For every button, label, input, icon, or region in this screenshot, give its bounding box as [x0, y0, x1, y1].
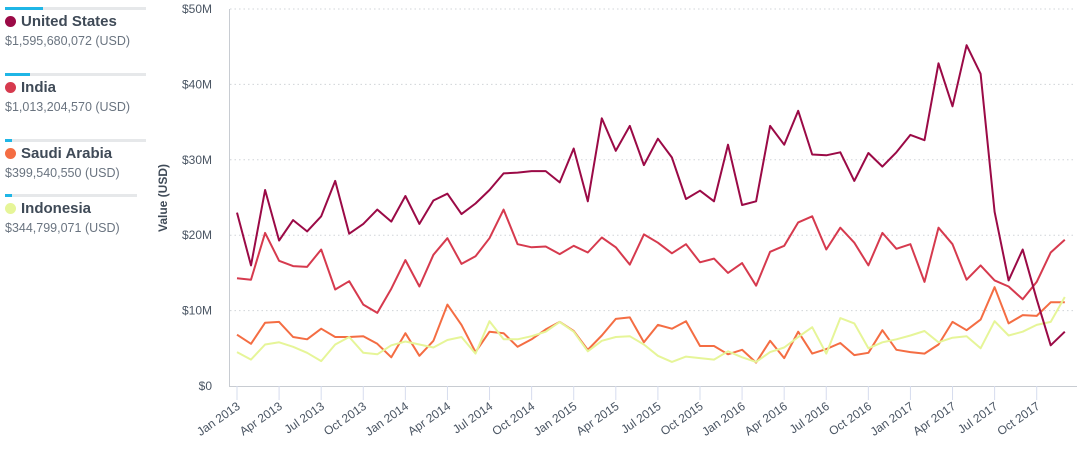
x-tick-label: Apr 2017 — [910, 399, 958, 439]
legend-item-india[interactable]: India $1,013,204,570 (USD) — [5, 73, 146, 114]
x-tick-label: Oct 2017 — [995, 399, 1043, 439]
x-tick-label: Jul 2016 — [787, 399, 832, 437]
x-tick-label: Jan 2016 — [699, 399, 748, 439]
x-tick-label: Jul 2013 — [282, 399, 327, 437]
x-tick-label: Jan 2013 — [194, 399, 243, 439]
series-dot-icon — [5, 82, 16, 93]
legend-total: $344,799,071 (USD) — [5, 221, 120, 235]
x-tick-label: Apr 2014 — [405, 399, 453, 439]
legend-total: $1,013,204,570 (USD) — [5, 100, 131, 114]
y-tick-label: $20M — [182, 228, 212, 242]
x-tick-label: Apr 2016 — [742, 399, 790, 439]
legend-item-united-states[interactable]: United States $1,595,680,072 (USD) — [5, 7, 146, 48]
series-dot-icon — [5, 148, 16, 159]
series-dot-icon — [5, 16, 16, 27]
share-bar — [5, 7, 146, 10]
share-bar — [5, 73, 146, 76]
x-tick-label: Jan 2017 — [868, 399, 917, 439]
x-tick-label: Jul 2014 — [450, 399, 495, 437]
legend-label: United States — [21, 13, 117, 30]
legend-label: India — [21, 79, 57, 96]
y-axis-title: Value (USD) — [156, 164, 170, 232]
x-tick-label: Oct 2016 — [826, 399, 874, 439]
y-tick-label: $50M — [182, 2, 212, 16]
x-tick-label: Apr 2013 — [237, 399, 285, 439]
series-line-indonesia[interactable] — [236, 296, 1066, 363]
y-tick-label: $0 — [199, 379, 213, 393]
x-tick-label: Oct 2013 — [321, 399, 369, 439]
legend-item-saudi-arabia[interactable]: Saudi Arabia $399,540,550 (USD) — [5, 139, 146, 180]
x-tick-label: Oct 2015 — [658, 399, 706, 439]
x-tick-label: Jul 2015 — [618, 399, 663, 437]
legend-label: Indonesia — [21, 200, 92, 217]
series-dot-icon — [5, 203, 16, 214]
legend-total: $1,595,680,072 (USD) — [5, 34, 131, 48]
y-tick-label: $10M — [182, 304, 212, 318]
series-line-india[interactable] — [236, 208, 1066, 314]
x-tick-label: Oct 2014 — [489, 399, 537, 439]
legend-total: $399,540,550 (USD) — [5, 166, 120, 180]
x-tick-label: Apr 2015 — [574, 399, 622, 439]
share-bar — [5, 194, 137, 197]
y-tick-label: $30M — [182, 153, 212, 167]
series-line-united-states[interactable] — [236, 44, 1066, 347]
share-bar — [5, 139, 146, 142]
y-tick-label: $40M — [182, 77, 212, 91]
legend-item-indonesia[interactable]: Indonesia $344,799,071 (USD) — [5, 194, 137, 235]
legend-label: Saudi Arabia — [21, 145, 113, 162]
x-tick-label: Jan 2015 — [531, 399, 580, 439]
x-tick-label: Jul 2017 — [955, 399, 1000, 437]
series-line-saudi-arabia[interactable] — [236, 286, 1065, 364]
x-tick-label: Jan 2014 — [363, 399, 412, 439]
